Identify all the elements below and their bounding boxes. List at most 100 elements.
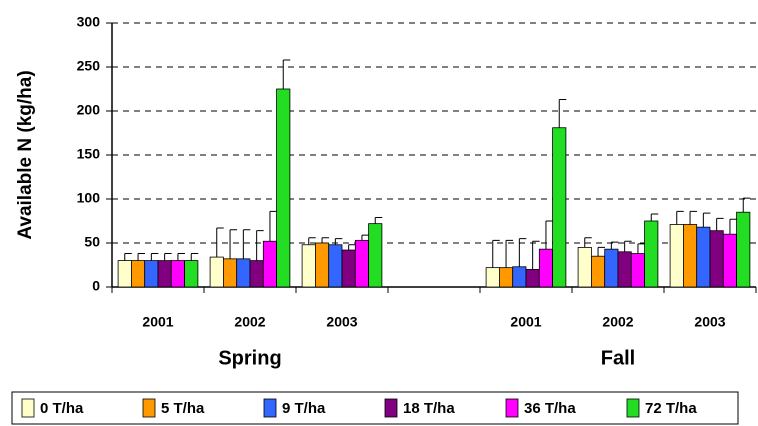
bar — [525, 268, 540, 288]
error-bar — [269, 210, 277, 242]
error-bar — [164, 253, 172, 261]
legend-label: 72 T/ha — [645, 400, 697, 417]
bar — [736, 211, 751, 288]
error-bar — [518, 238, 527, 267]
bar — [696, 226, 711, 288]
bar — [117, 260, 132, 288]
bar — [301, 244, 316, 288]
y-axis-title: Available N (kg/ha) — [15, 70, 36, 239]
bar — [644, 220, 659, 288]
legend-swatch — [21, 398, 35, 418]
bar — [722, 233, 737, 288]
error-bar — [624, 240, 632, 252]
error-bar — [321, 237, 330, 243]
legend-swatch — [505, 398, 519, 418]
error-bar — [532, 240, 540, 270]
x-tick-label: 2002 — [602, 314, 633, 330]
error-bar — [229, 229, 238, 259]
x-tick-label: 2001 — [142, 314, 173, 330]
bar — [591, 255, 606, 288]
legend-swatch — [263, 398, 277, 418]
y-tick-label: 200 — [77, 102, 101, 118]
bar — [184, 260, 199, 288]
error-bar — [584, 237, 592, 248]
error-bar — [545, 220, 553, 250]
bar — [262, 240, 277, 288]
error-bar — [348, 244, 356, 251]
y-tick-label: 150 — [77, 146, 101, 162]
y-tick-label: 250 — [77, 58, 101, 74]
legend-label: 0 T/ha — [40, 400, 84, 417]
legend-box — [11, 391, 739, 425]
error-bar — [597, 246, 606, 257]
group-label: Spring — [218, 347, 281, 369]
bar — [604, 248, 619, 288]
error-bar — [689, 210, 698, 225]
error-bar — [702, 212, 711, 228]
bar — [485, 267, 500, 288]
error-bar — [742, 197, 751, 213]
error-bar — [361, 234, 369, 241]
error-bar — [650, 213, 659, 221]
bar — [512, 266, 527, 288]
error-bar — [190, 253, 199, 261]
error-bar — [374, 216, 383, 224]
bar — [341, 249, 356, 288]
x-tick-label: 2003 — [694, 314, 725, 330]
legend-swatch — [626, 398, 640, 418]
y-tick-label: 300 — [77, 14, 101, 30]
x-tick-label: 2002 — [234, 314, 265, 330]
error-bar — [610, 241, 619, 250]
error-bar — [256, 230, 264, 261]
bar — [354, 239, 369, 288]
error-bar — [242, 229, 251, 259]
bar — [249, 260, 264, 288]
legend-swatch — [384, 398, 398, 418]
bar — [368, 223, 383, 288]
bar — [222, 258, 238, 288]
bar — [669, 224, 684, 288]
error-bar — [282, 59, 291, 89]
bar — [577, 246, 592, 288]
error-bar — [637, 243, 645, 254]
y-tick-label: 50 — [84, 234, 100, 250]
error-bar — [177, 253, 185, 261]
error-bar — [558, 99, 567, 128]
y-tick-label: 100 — [77, 190, 101, 206]
legend-label: 5 T/ha — [161, 400, 205, 417]
bar — [538, 248, 553, 288]
error-bar — [716, 217, 724, 231]
error-bar — [676, 210, 684, 225]
legend-label: 9 T/ha — [282, 400, 326, 417]
bar — [130, 260, 146, 288]
bar — [683, 224, 698, 288]
bar — [236, 258, 251, 288]
legend-label: 18 T/ha — [403, 400, 455, 417]
error-bar — [124, 253, 132, 261]
error-bar — [216, 227, 224, 258]
error-bar — [308, 237, 316, 245]
bar — [617, 251, 632, 288]
bar — [552, 127, 567, 288]
bar — [170, 260, 186, 288]
bar — [498, 267, 514, 288]
bar — [314, 242, 330, 288]
bar — [144, 260, 159, 288]
y-tick-label: 0 — [92, 278, 100, 294]
bar — [157, 260, 172, 288]
x-tick-label: 2003 — [326, 314, 357, 330]
error-bar — [505, 239, 514, 268]
legend-swatch — [142, 398, 156, 418]
bar — [328, 244, 343, 288]
legend-label: 36 T/ha — [524, 400, 576, 417]
error-bar — [150, 253, 159, 261]
error-bar — [334, 238, 343, 245]
bar — [209, 256, 224, 288]
bar — [630, 253, 645, 288]
x-tick-label: 2001 — [510, 314, 541, 330]
error-bar — [137, 253, 146, 261]
bar — [276, 88, 291, 288]
group-label: Fall — [601, 347, 635, 369]
error-bar — [492, 239, 500, 268]
